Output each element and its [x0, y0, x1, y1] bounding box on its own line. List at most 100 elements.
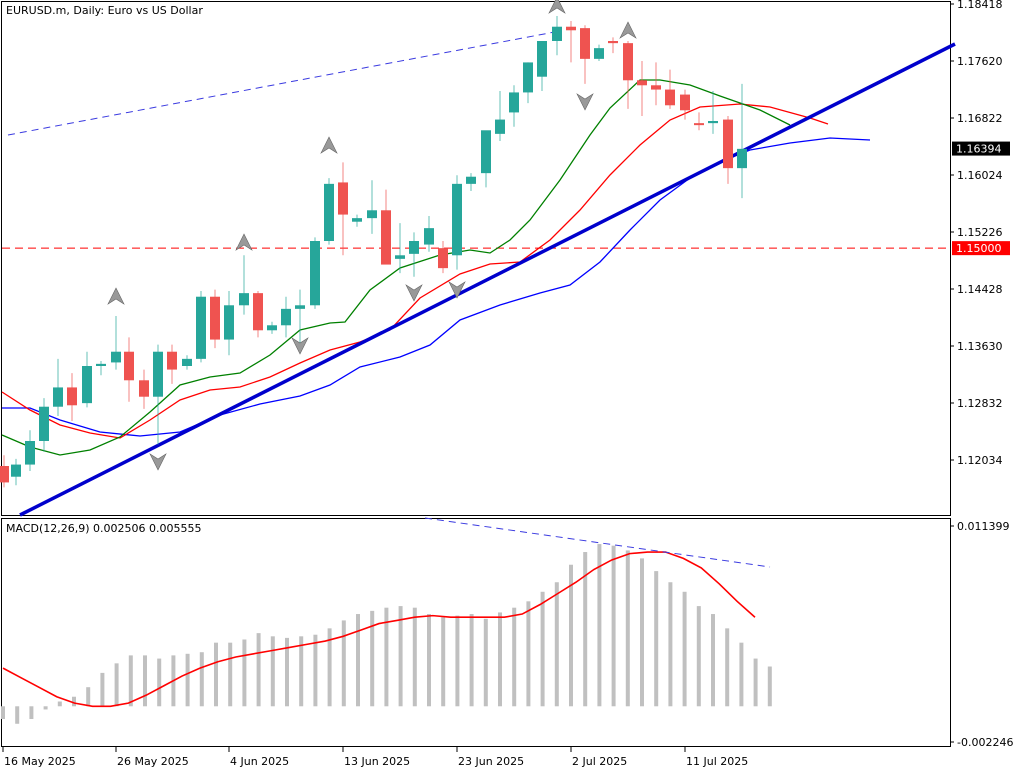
candle-bear [167, 351, 177, 370]
macd-histogram-bar [242, 639, 247, 707]
macd-histogram-bar [185, 653, 190, 707]
chart-title: EURUSD.m, Daily: Euro vs US Dollar [6, 4, 203, 17]
macd-histogram-bar [214, 642, 218, 707]
candle-bull [481, 130, 491, 174]
price-tick-label: 1.12034 [957, 454, 1003, 467]
time-tick-label: 13 Jun 2025 [344, 755, 410, 768]
candle-bull [395, 255, 405, 259]
candle-bull [409, 241, 419, 254]
fractal-up-arrow-icon [619, 21, 637, 39]
candle-bull [281, 308, 291, 326]
candle-bear [0, 466, 9, 483]
macd-histogram-bar [554, 582, 559, 707]
macd-histogram-bar [157, 658, 162, 707]
price-tick-label: 1.16822 [957, 112, 1003, 125]
candle-bull [196, 296, 206, 359]
macd-histogram-bar [540, 591, 545, 707]
candle-bull [509, 92, 519, 113]
ma-mid-line [1, 103, 829, 439]
macd-histogram-bar [285, 637, 289, 707]
candle-bear [210, 296, 220, 340]
candle-bull [153, 351, 163, 397]
candle-bull [39, 406, 49, 441]
macd-histogram-bar [739, 642, 744, 707]
macd-histogram-bar [15, 706, 20, 724]
macd-histogram-bar [611, 545, 616, 707]
macd-histogram-bar [498, 612, 502, 707]
candle-bear [723, 119, 733, 169]
price-tick-label: 1.12832 [957, 397, 1003, 410]
time-tick-label: 11 Jul 2025 [686, 755, 748, 768]
candle-bull [552, 26, 562, 41]
level-price-label: 1.15000 [956, 242, 1002, 255]
macd-histogram-bar [57, 701, 62, 707]
fractal-up-arrow-icon [548, 0, 566, 14]
macd-histogram-bar [583, 552, 588, 707]
fractal-down-arrow-icon [149, 453, 167, 471]
candle-bear [608, 41, 618, 44]
fractal-down-arrow-icon [405, 284, 423, 302]
macd-histogram-bar [569, 564, 573, 707]
macd-histogram-bar [398, 606, 403, 707]
time-tick-label: 23 Jun 2025 [458, 755, 524, 768]
candle-bear [253, 293, 263, 331]
candle-bear [124, 351, 134, 381]
macd-histogram-bar [199, 652, 204, 707]
macd-histogram-bar [72, 696, 76, 707]
macd-histogram-bar [412, 607, 417, 707]
macd-histogram-bar [455, 615, 460, 707]
macd-histogram-bar [384, 607, 389, 707]
candle-bull [53, 387, 63, 407]
candle-bear [623, 43, 633, 81]
macd-histogram-bar [100, 672, 105, 707]
macd-histogram-bar [441, 617, 446, 707]
candle-bear [338, 182, 348, 215]
time-tick-label: 4 Jun 2025 [230, 755, 289, 768]
macd-histogram-bar [427, 614, 431, 707]
level-price-badge [952, 241, 1010, 256]
macd-divergence-trendline [424, 517, 771, 568]
macd-histogram-bar [143, 655, 147, 707]
macd-histogram-bar [711, 614, 715, 707]
candle-bear [665, 89, 675, 106]
fractal-up-arrow-icon [320, 136, 338, 154]
macd-histogram-bar [370, 610, 375, 707]
candle-bull [352, 218, 362, 222]
ma-slow-line [2, 137, 871, 437]
candle-bull [25, 441, 35, 465]
ma-fast-line [1, 79, 791, 456]
fractal-down-arrow-icon [448, 281, 466, 299]
candle-bear [694, 123, 704, 126]
macd-histogram-bar [114, 663, 119, 707]
candle-bull [424, 228, 434, 245]
macd-histogram-bar [625, 550, 630, 707]
macd-histogram-bar [341, 620, 346, 707]
macd-histogram-bar [299, 636, 304, 707]
resistance-trendline [7, 30, 561, 136]
macd-histogram-bar [526, 601, 531, 707]
macd-histogram-bar [767, 666, 772, 707]
candle-bull [82, 366, 92, 404]
macd-histogram-bar [313, 634, 318, 707]
macd-histogram-bar [270, 636, 275, 707]
macd-label: MACD(12,26,9) 0.002506 0.005555 [6, 522, 202, 535]
candle-bear [566, 26, 576, 31]
macd-histogram-bar [696, 606, 701, 707]
candle-bear [680, 94, 690, 111]
time-tick-label: 16 May 2025 [4, 755, 76, 768]
price-tick-label: 1.16024 [957, 169, 1003, 182]
macd-histogram-bar [256, 633, 261, 707]
candle-bull [367, 210, 377, 219]
candle-bull [267, 325, 277, 331]
price-tick-label: 1.14428 [957, 283, 1003, 296]
macd-signal-line [2, 551, 756, 708]
candle-bear [438, 248, 448, 269]
macd-tick-label: 0.011399 [957, 520, 1010, 533]
macd-histogram-bar [86, 687, 91, 707]
fractal-up-arrow-icon [235, 233, 253, 251]
macd-histogram-bar [640, 558, 644, 707]
price-tick-label: 1.13630 [957, 340, 1003, 353]
candle-bull [239, 293, 249, 306]
